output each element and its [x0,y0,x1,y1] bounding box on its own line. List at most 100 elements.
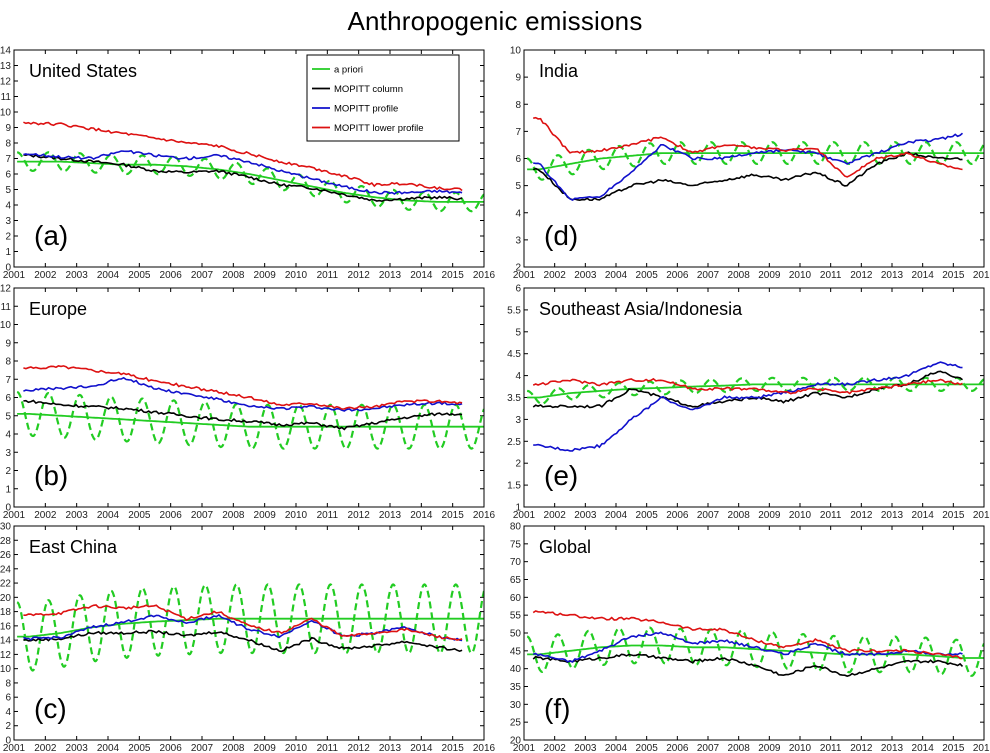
y-tick-label: 6 [5,170,11,181]
x-tick-label: 2002 [544,510,567,521]
x-tick-label: 2002 [34,743,57,753]
x-tick-label: 2016 [473,743,496,753]
series-line-mopitt-profile [23,149,463,195]
x-tick-label: 2003 [574,743,597,753]
y-tick-label: 7 [515,127,521,138]
x-tick-label: 2010 [285,510,308,521]
y-tick-label: 35 [510,682,522,693]
legend-entry-label: a priori [334,65,363,76]
series-line-mopitt-column [23,629,463,653]
x-tick-label: 2015 [442,270,465,281]
x-tick-label: 2008 [222,270,245,281]
series-line-a-priori-mean [527,644,984,659]
y-tick-label: 10 [0,664,11,675]
x-tick-label: 2016 [473,270,496,281]
y-tick-label: 50 [510,629,522,640]
y-tick-label: 12 [0,650,11,661]
x-tick-label: 2006 [666,270,689,281]
x-tick-label: 2003 [66,510,89,521]
x-tick-label: 2005 [128,510,151,521]
region-label: Southeast Asia/Indonesia [539,299,743,319]
x-tick-label: 2002 [544,270,567,281]
x-tick-label: 2008 [222,510,245,521]
x-tick-label: 2015 [942,743,965,753]
legend: a priori MOPITT column MOPITT profile MOPIT… [306,54,460,142]
y-tick-label: 26 [0,550,11,561]
x-tick-label: 2006 [160,270,183,281]
x-tick-label: 2010 [789,510,812,521]
plot-frame [13,525,485,741]
y-tick-label: 9 [515,73,521,84]
region-label: Global [539,537,591,557]
y-tick-label: 4.5 [507,349,521,360]
y-tick-label: 24 [0,564,11,575]
y-tick-label: 14 [0,46,11,57]
x-tick-label: 2009 [758,743,781,753]
region-label: India [539,61,579,81]
x-tick-label: 2014 [912,510,935,521]
plot-area [526,361,984,452]
y-tick-label: 6 [5,693,11,704]
x-tick-label: 2011 [317,510,339,521]
y-tick-label: 2.5 [507,437,521,448]
series-line-a-priori-seasonal [16,151,484,213]
x-tick-label: 2007 [697,743,720,753]
x-tick-label: 2013 [379,510,402,521]
x-tick-label: 2002 [544,743,567,753]
x-tick-label: 2005 [128,743,151,753]
y-tick-label: 20 [0,593,11,604]
x-tick-label: 2012 [348,743,371,753]
x-tick-label: 2003 [574,270,597,281]
x-tick-label: 2014 [410,743,433,753]
legend-entry-label: MOPITT column [334,84,403,95]
y-tick-label: 2 [515,459,521,470]
x-tick-label: 2016 [973,270,990,281]
x-tick-label: 2004 [97,743,120,753]
x-tick-label: 2012 [850,743,873,753]
series-line-mopitt-profile [23,613,463,642]
x-tick-label: 2007 [191,510,214,521]
series-line-mopitt-lower-profile [23,604,463,641]
x-tick-label: 2012 [850,270,873,281]
plot-frame [523,525,985,741]
series-line-mopitt-profile [533,132,964,202]
y-tick-label: 6 [515,284,521,295]
series-line-a-priori-seasonal [16,583,484,672]
y-tick-label: 22 [0,579,11,590]
x-tick-label: 2007 [697,270,720,281]
x-tick-label: 2004 [97,270,120,281]
series-line-mopitt-column [23,399,463,431]
x-tick-label: 2001 [513,270,536,281]
panel-letter: (a) [34,220,68,251]
panel-letter: (e) [544,460,578,491]
x-tick-label: 2004 [605,743,628,753]
x-tick-label: 2011 [317,743,339,753]
y-tick-label: 20 [510,736,522,747]
y-tick-label: 3 [515,415,521,426]
x-tick-label: 2009 [254,510,277,521]
x-tick-label: 2014 [410,510,433,521]
x-tick-label: 2002 [34,510,57,521]
y-tick-label: 1 [515,503,521,514]
y-tick-label: 75 [510,539,522,550]
x-tick-label: 2016 [973,510,990,521]
y-tick-label: 10 [0,320,11,331]
y-tick-label: 8 [515,100,521,111]
y-tick-label: 8 [5,357,11,368]
plot-area [16,583,484,672]
y-tick-label: 2 [5,466,11,477]
x-tick-label: 2005 [636,510,659,521]
x-tick-label: 2014 [912,743,935,753]
y-tick-label: 2 [515,263,521,274]
y-tick-label: 1 [5,247,11,258]
y-tick-label: 40 [510,664,522,675]
panel-letter: (c) [34,693,67,724]
series-line-mopitt-profile [532,631,963,663]
y-tick-label: 4 [5,430,11,441]
x-tick-label: 2015 [942,510,965,521]
x-tick-label: 2007 [191,270,214,281]
y-tick-label: 4 [515,371,521,382]
y-tick-label: 30 [510,700,522,711]
x-tick-label: 2011 [820,270,842,281]
